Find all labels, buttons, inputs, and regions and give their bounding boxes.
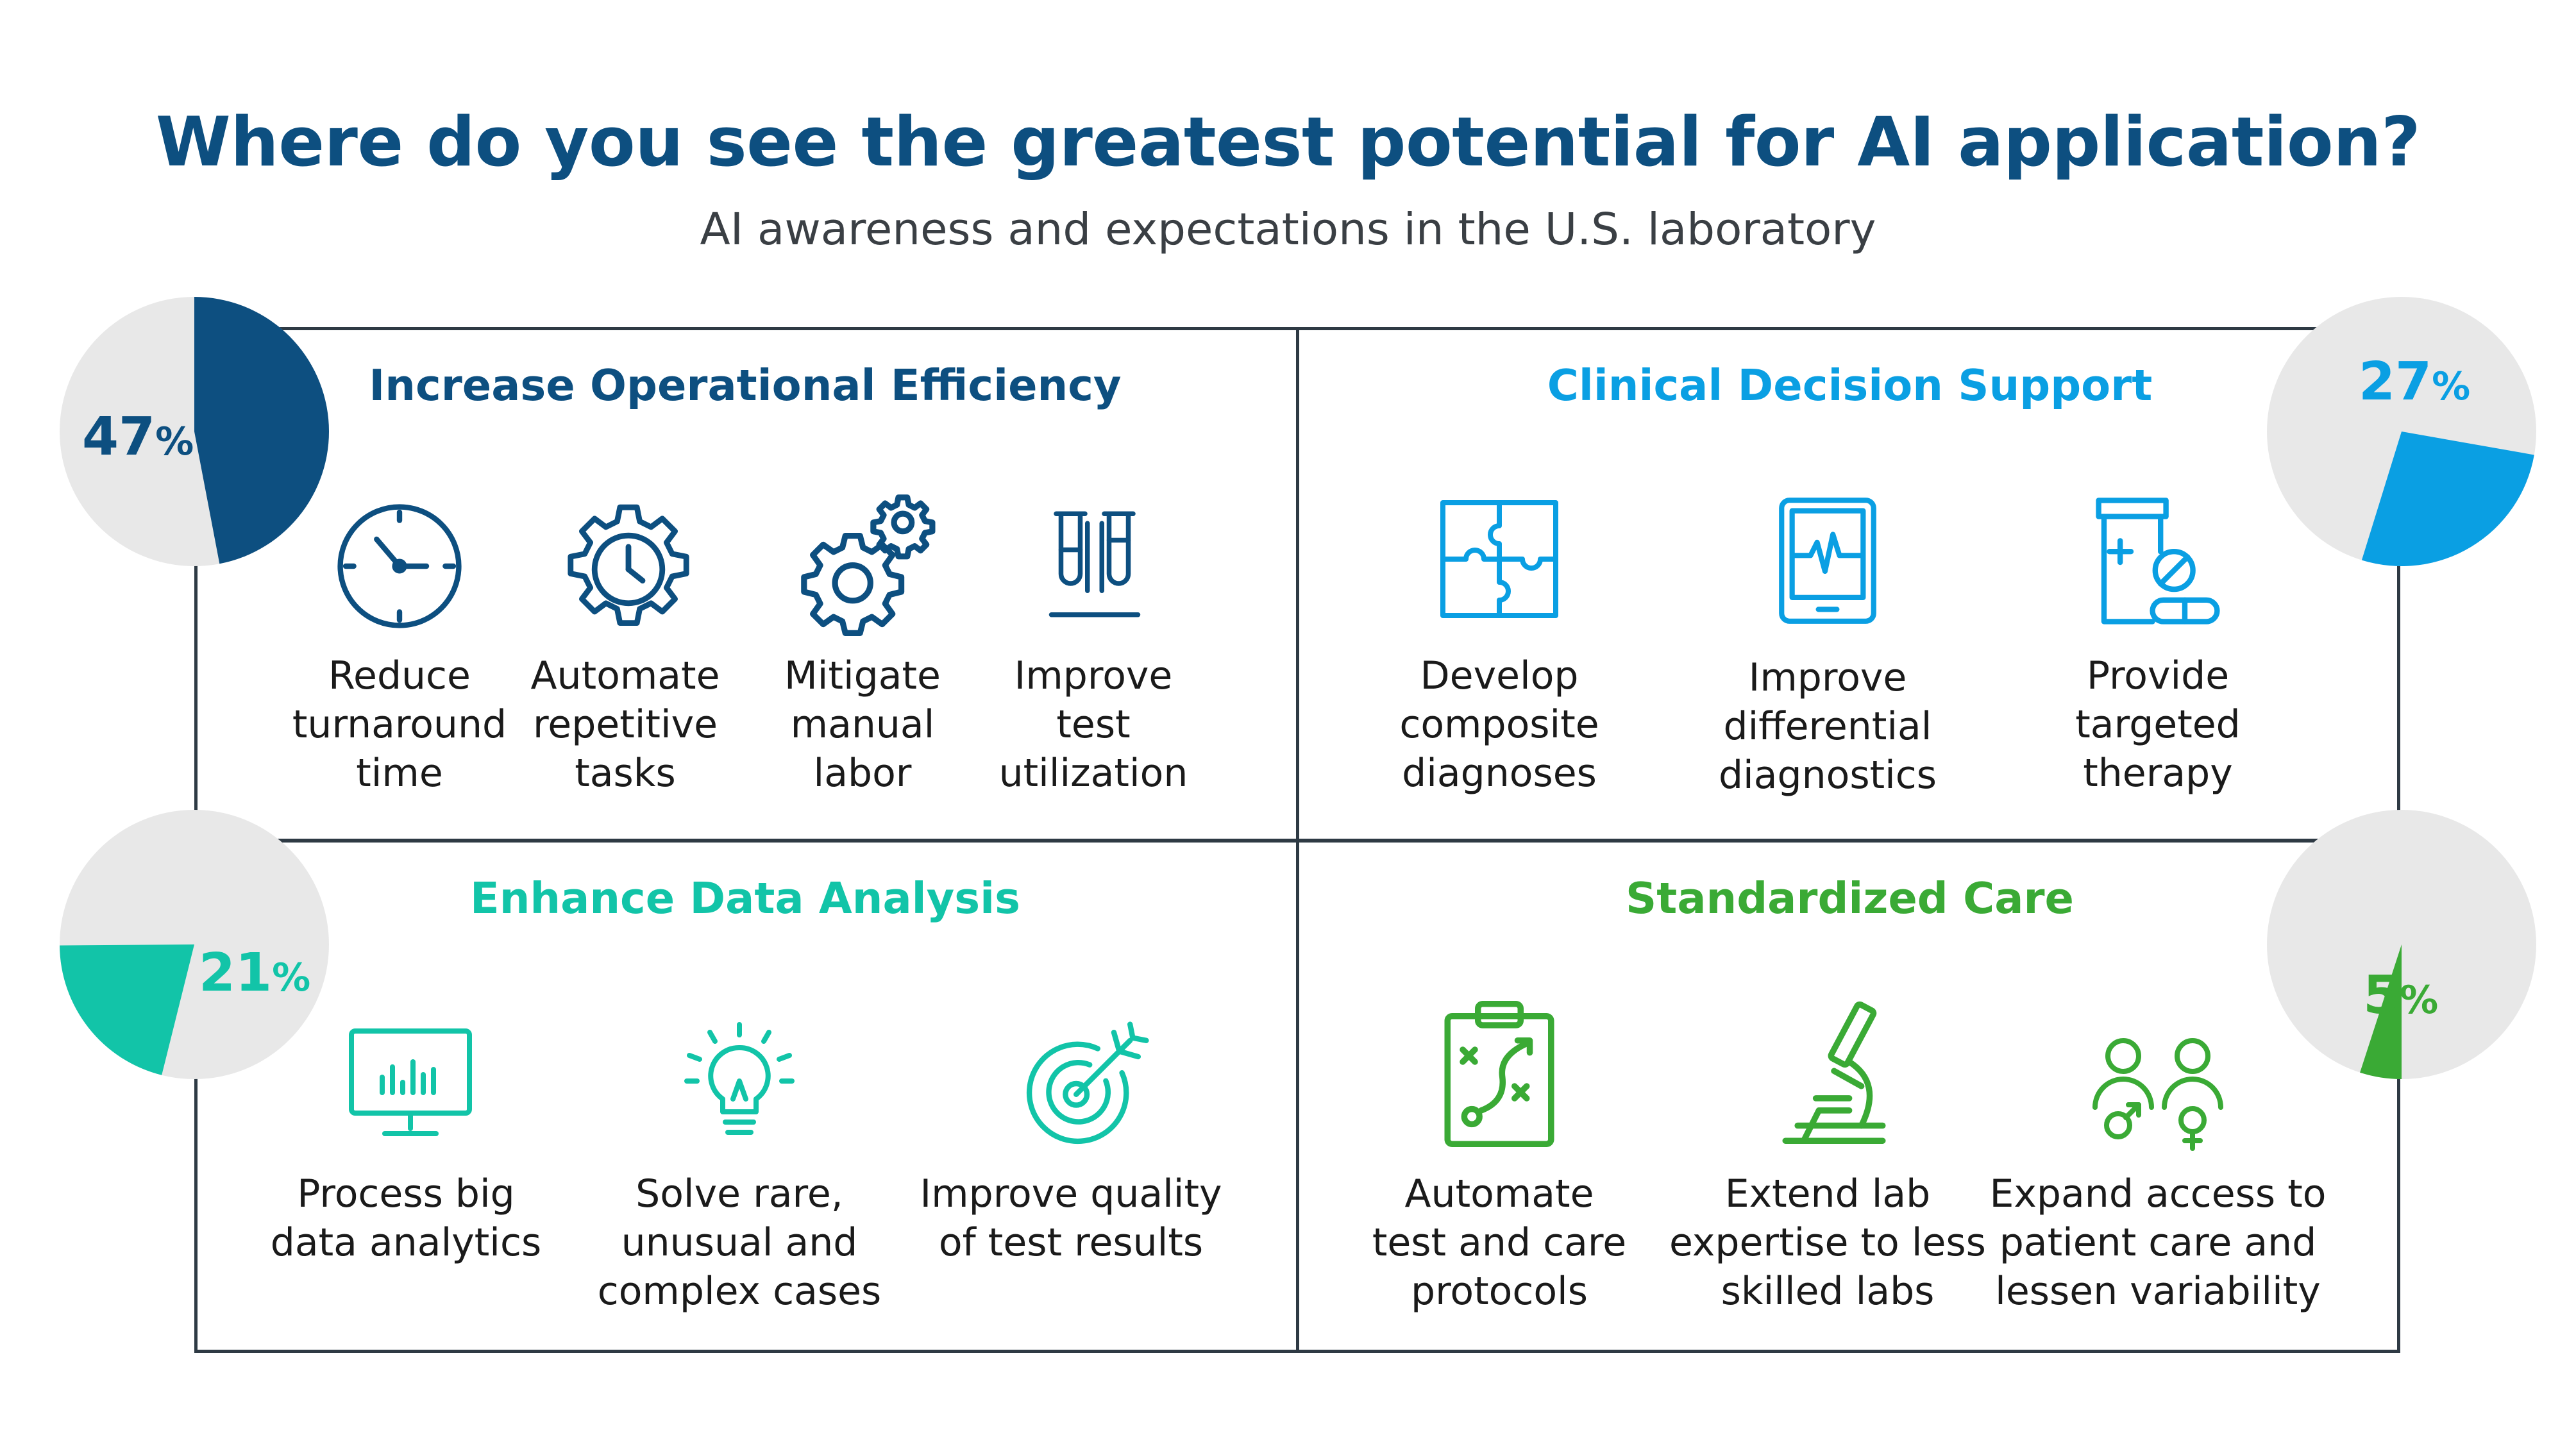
clock-icon (337, 504, 462, 628)
pie-slice-clinical-decision-support (2361, 432, 2534, 566)
clipboard-plan-icon (1444, 1001, 1554, 1147)
pie-slice-data-analysis (60, 944, 194, 1075)
percent-label-data-analysis: 21% (199, 943, 311, 1003)
medicine-bottle-icon (2096, 498, 2220, 625)
puzzle-icon (1440, 500, 1558, 618)
pie-operational-efficiency (60, 297, 330, 566)
lightbulb-icon (684, 1022, 795, 1135)
pie-standardized-care (2267, 810, 2536, 1079)
gear-clock-icon (568, 504, 689, 626)
quadrant-title-standardized-care: Standardized Care (1626, 873, 2074, 923)
label-provide-targeted-therapy: Provide targeted therapy (2075, 653, 2241, 796)
label-improve-quality-of-test-results: Improve quality of test results (920, 1171, 1222, 1265)
label-solve-rare-unusual-complex-cases: Solve rare, unusual and complex cases (597, 1171, 882, 1314)
percent-label-operational-efficiency: 47% (82, 407, 194, 467)
tablet-heartbeat-icon (1779, 498, 1876, 624)
people-gender-icon (2092, 1038, 2223, 1151)
pie-slice-standardized-care (2360, 944, 2402, 1079)
horizontal-divider (194, 839, 2400, 843)
microscope-icon (1782, 1001, 1886, 1144)
label-process-big-data-analytics: Process big data analytics (270, 1171, 542, 1265)
label-reduce-turnaround-time: Reduce turnaround time (292, 653, 507, 796)
label-develop-composite-diagnoses: Develop composite diagnoses (1399, 653, 1599, 796)
quadrant-title-operational-efficiency: Increase Operational Efficiency (369, 360, 1122, 410)
monitor-chart-icon (349, 1028, 472, 1136)
label-automate-repetitive-tasks: Automate repetitive tasks (530, 653, 720, 796)
test-tubes-icon (1048, 511, 1141, 617)
pie-clinical-decision-support (2267, 297, 2536, 566)
gears-icon (801, 494, 936, 636)
page-title: Where do you see the greatest potential … (155, 103, 2421, 181)
target-arrow-icon (1026, 1021, 1149, 1145)
label-expand-access-to-patient-care: Expand access to patient care and lessen v… (1989, 1171, 2327, 1314)
label-mitigate-manual-labor: Mitigate manual labor (784, 653, 941, 796)
label-improve-test-utilization: Improve test utilization (998, 653, 1188, 796)
percent-label-standardized-care: 5% (2363, 965, 2439, 1026)
quadrant-title-clinical-decision-support: Clinical Decision Support (1547, 360, 2153, 410)
label-improve-differential-diagnostics: Improve differential diagnostics (1718, 655, 1937, 798)
pie-slice-operational-efficiency (194, 297, 330, 564)
quadrant-title-data-analysis: Enhance Data Analysis (469, 873, 1021, 923)
pie-data-analysis (60, 810, 329, 1079)
percent-label-clinical-decision-support: 27% (2359, 351, 2471, 412)
page-subtitle: AI awareness and expectations in the U.S… (700, 204, 1876, 255)
label-extend-lab-expertise: Extend lab expertise to less skilled labs (1669, 1171, 1986, 1314)
label-automate-test-and-care-protocols: Automate test and care protocols (1372, 1171, 1627, 1314)
